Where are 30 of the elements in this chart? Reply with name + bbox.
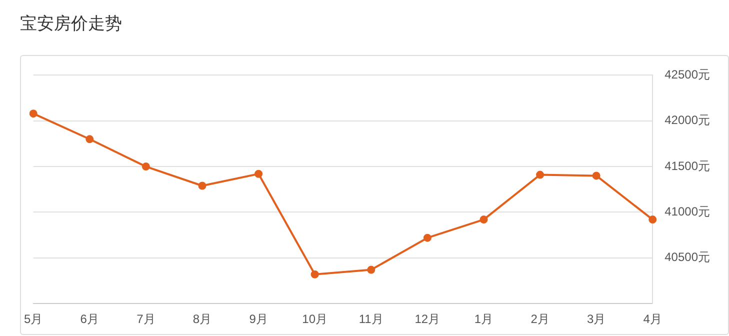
x-tick-label: 10月	[302, 312, 328, 326]
y-tick-label: 42000元	[664, 113, 710, 128]
x-tick-label: 11月	[358, 312, 384, 326]
y-tick-label: 41000元	[664, 204, 710, 219]
x-tick-label: 8月	[192, 312, 212, 326]
y-tick-label: 40500元	[664, 250, 710, 264]
point	[480, 216, 488, 224]
point	[29, 110, 38, 118]
point	[423, 234, 432, 242]
x-tick-label: 5月	[24, 312, 43, 326]
y-tick-label: 41500元	[664, 158, 710, 173]
point	[310, 270, 319, 278]
point	[592, 172, 600, 180]
chart-title: 宝安房价走势	[20, 13, 122, 35]
x-tick-label: 6月	[80, 312, 99, 326]
x-tick-label: 1月	[474, 312, 494, 326]
point	[367, 266, 376, 274]
x-tick-label: 12月	[414, 312, 440, 326]
x-tick-label: 7月	[136, 312, 156, 326]
x-tick-label: 9月	[249, 312, 268, 326]
x-tick-label: 3月	[586, 312, 606, 326]
point	[198, 182, 206, 190]
point	[648, 216, 657, 224]
y-tick-label: 42500元	[664, 68, 710, 82]
point	[254, 170, 263, 178]
x-tick-label: 2月	[530, 312, 550, 326]
point	[536, 170, 544, 179]
point	[142, 162, 150, 171]
point	[86, 135, 94, 144]
x-tick-label: 4月	[643, 312, 662, 326]
